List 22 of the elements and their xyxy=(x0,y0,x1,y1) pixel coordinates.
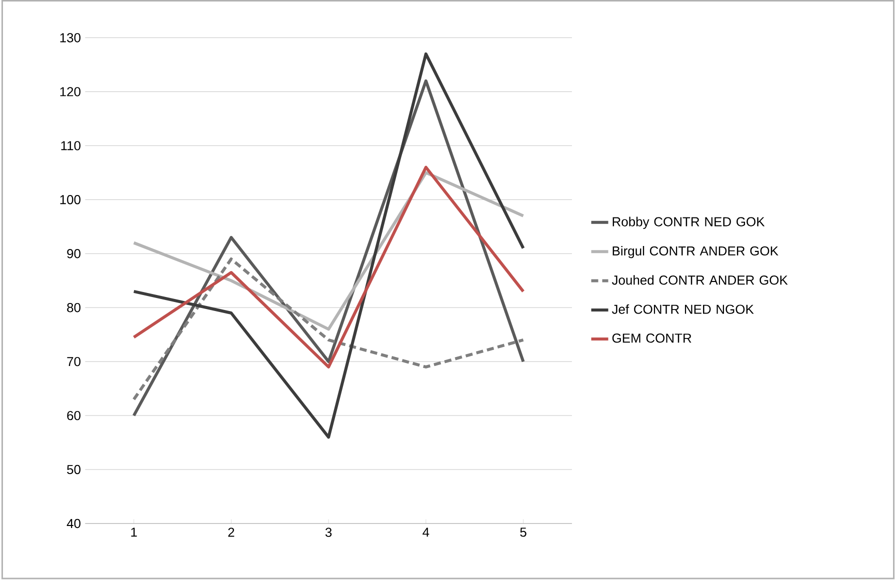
x-tick-label: 4 xyxy=(422,528,430,537)
legend-label: Jef CONTR NED NGOK xyxy=(612,304,754,314)
legend-label: Birgul CONTR ANDER GOK xyxy=(612,246,778,258)
legend-label: GEM CONTR xyxy=(612,334,692,343)
line-series xyxy=(132,166,525,369)
y-tick-label: 40 xyxy=(66,519,80,528)
x-tick-label: 1 xyxy=(131,528,137,537)
y-tick-label: 50 xyxy=(67,465,80,474)
y-tick-label: 60 xyxy=(67,411,80,420)
line-series xyxy=(132,258,525,402)
y-tick-label: 70 xyxy=(67,357,80,366)
y-tick-label: 130 xyxy=(60,33,80,42)
y-tick-label: 100 xyxy=(60,195,80,204)
y-tick-label: 90 xyxy=(67,249,80,258)
y-tick-label: 120 xyxy=(60,87,80,96)
x-tick-label: 5 xyxy=(520,528,526,537)
legend-label: Jouhed CONTR ANDER GOK xyxy=(612,275,788,285)
y-tick-label: 110 xyxy=(61,141,80,150)
legend-label: Robby CONTR NED GOK xyxy=(612,216,765,230)
y-tick-label: 80 xyxy=(67,303,80,312)
x-tick-label: 2 xyxy=(228,528,234,537)
x-tick-label: 3 xyxy=(325,528,332,538)
